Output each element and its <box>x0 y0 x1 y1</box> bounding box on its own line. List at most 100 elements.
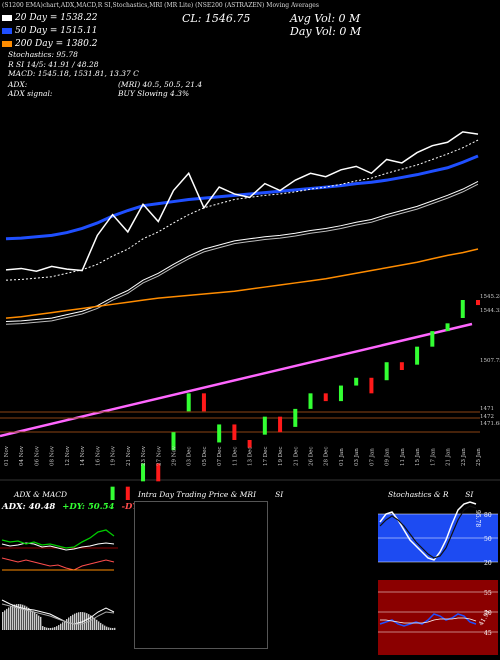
candle <box>445 323 450 332</box>
x-tick-label: 11 Jan <box>400 448 406 466</box>
avg-volume: Avg Vol: 0 M <box>290 12 361 25</box>
stoch-tick-80: 80 <box>484 512 492 519</box>
intraday-title-text: Intra Day Trading Price & MRI <box>138 490 257 499</box>
indicator-readout: Stochastics: 95.78 R SI 14/5: 41.91 / 48… <box>8 50 139 79</box>
macd-histogram-bar <box>106 626 108 630</box>
macd-histogram-bar <box>46 627 48 630</box>
stoch-tick-50: 50 <box>484 536 492 543</box>
macd-histogram-bar <box>72 614 74 630</box>
ma-envelope-lower-1 <box>5 180 479 323</box>
legend-item-20day: 20 Day = 1538.22 <box>2 12 97 25</box>
candle <box>262 416 267 435</box>
legend-item-200day: 200 Day = 1380.2 <box>2 38 97 51</box>
rsi-panel-bg <box>378 580 498 655</box>
x-tick-label: 21 Dec <box>293 447 299 467</box>
candle <box>201 393 206 412</box>
stochastics-readout: Stochastics: 95.78 <box>8 50 78 59</box>
candle <box>369 377 374 394</box>
candle <box>293 408 298 427</box>
candle <box>323 393 328 402</box>
minus-dy-line <box>1 557 115 571</box>
macd-histogram-bar <box>38 615 40 630</box>
buy-signal: BUY Slowing 4.3% <box>118 89 190 98</box>
day-volume: Day Vol: 0 M <box>290 25 362 38</box>
candle <box>141 463 146 482</box>
adx-macd-panel <box>0 500 118 652</box>
legend-swatch-20day <box>2 14 12 21</box>
macd-histogram-bar <box>34 612 36 630</box>
ma-envelope-lower-2 <box>5 183 479 325</box>
x-tick-label: 13 Dec <box>248 447 254 467</box>
candle <box>384 362 389 381</box>
chart-header-text: (S1200 EMA)chart,ADX,MACD,R SI,Stochasti… <box>2 2 319 9</box>
stoch-k-line <box>379 501 477 561</box>
macd-panel-bg <box>0 582 118 652</box>
macd-histogram-bar <box>56 626 58 630</box>
x-tick-label: 05 Dec <box>202 447 208 467</box>
x-tick-label: 08 Nov <box>50 445 56 466</box>
x-tick-label: 21 Nov <box>126 445 132 466</box>
macd-histogram-bar <box>104 625 106 630</box>
y-price-label: 1545.28 <box>480 294 500 300</box>
macd-histogram-bar <box>16 604 18 630</box>
x-tick-label: 29 Nov <box>171 445 177 466</box>
main-chart: 01 Nov 04 Nov 06 Nov 08 Nov 12 Nov 14 Nov 16 N… <box>0 131 500 500</box>
macd-signal-line <box>1 603 115 625</box>
macd-histogram-bar <box>64 620 66 630</box>
macd-histogram-bar <box>102 624 104 630</box>
ma20-line <box>5 139 479 281</box>
macd-histogram-bar <box>86 613 88 630</box>
x-tick-label: 25 Jan <box>476 448 482 466</box>
candle <box>338 385 343 402</box>
stoch-rsi-title-text: Stochastics & R <box>388 490 449 499</box>
macd-histogram-bar <box>44 626 46 630</box>
macd-histogram-bar <box>2 612 4 630</box>
y-price-label: 1544.35 <box>480 308 500 314</box>
candle <box>171 432 176 451</box>
macd-histogram-bar <box>40 616 42 630</box>
x-tick-label: 23 Jan <box>461 448 467 466</box>
stoch-tick-20: 20 <box>484 560 492 567</box>
macd-line <box>1 599 115 625</box>
legend-item-50day: 50 Day = 1515.11 <box>2 25 97 38</box>
x-tick-label: 21 Jan <box>446 448 452 466</box>
stoch-rsi-title-suffix: SI <box>465 490 474 499</box>
x-tick-label: 03 Dec <box>187 447 193 467</box>
macd-histogram-bar <box>42 626 44 630</box>
macd-histogram-bar <box>6 608 8 630</box>
intraday-title-suffix: SI <box>275 490 284 499</box>
stoch-value: 95.78 <box>474 510 481 527</box>
adx-value: ADX: 40.48 <box>2 502 56 512</box>
x-tick-label: 19 Nov <box>111 445 117 466</box>
mri-readout: (MRI) 40.5, 50.5, 21.4 <box>118 80 203 89</box>
legend-label-20day: 20 Day = 1538.22 <box>15 13 98 23</box>
x-tick-label: 23 Nov <box>141 445 147 466</box>
legend: 20 Day = 1538.22 50 Day = 1515.11 200 Da… <box>2 12 97 51</box>
candle <box>110 486 115 500</box>
price-line <box>5 131 479 272</box>
macd-histogram-bar <box>28 607 30 630</box>
macd-histogram-bar <box>52 627 54 630</box>
x-tick-label: 26 Dec <box>309 447 315 467</box>
macd-histogram-bar <box>12 605 14 630</box>
macd-histogram-bar <box>10 606 12 630</box>
plus-dy-value: +DY: 50.54 <box>62 502 115 512</box>
candle <box>430 331 435 347</box>
x-tick-label: 15 Jan <box>415 448 421 466</box>
plus-dy-line <box>1 529 115 549</box>
adx-readout: ADX: <box>8 80 28 89</box>
x-tick-label: 09 Jan <box>385 448 391 466</box>
candle <box>354 377 359 386</box>
y-price-label: 1471 <box>480 406 494 412</box>
macd-histogram-bar <box>48 627 50 630</box>
macd-histogram-bar <box>100 622 102 630</box>
macd-histogram-bar <box>76 612 78 630</box>
rsi-line <box>379 613 477 627</box>
x-tick-label: 28 Dec <box>324 447 330 467</box>
candle <box>125 486 130 500</box>
rsi-tick-45: 45 <box>484 630 492 637</box>
y-price-label: 1472 <box>480 414 494 420</box>
y-price-label: 1507.75 <box>480 358 500 364</box>
rsi-readout: R SI 14/5: 41.91 / 48.28 <box>8 59 99 69</box>
stoch-rsi-panel: 80 50 20 95.78 55 50 45 41.91 <box>378 500 498 655</box>
